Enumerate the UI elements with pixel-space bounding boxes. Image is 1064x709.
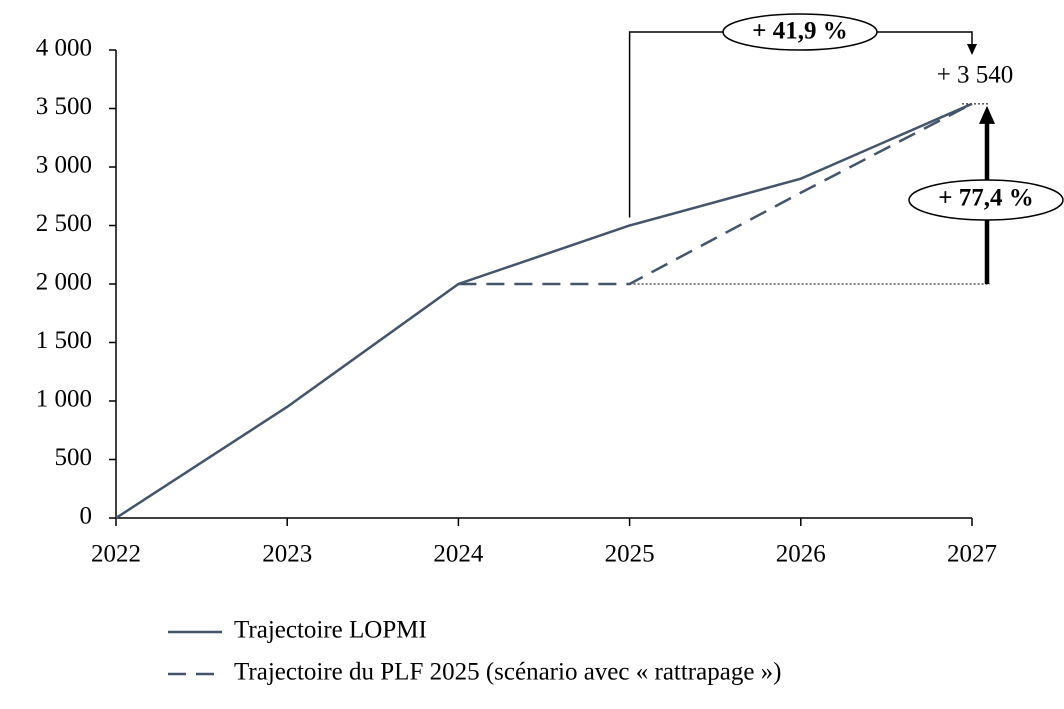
series-line [458, 102, 973, 286]
annotation: + 3 540 [937, 62, 1014, 89]
annotation: + 41,9 % [752, 18, 848, 45]
x-tick-label: 2027 [947, 541, 997, 568]
y-tick-label: 3 000 [36, 152, 92, 179]
y-tick-label: 1 000 [36, 386, 92, 413]
legend-label: Trajectoire LOPMI [234, 617, 427, 644]
y-tick-label: 2 500 [36, 210, 92, 237]
series-line [115, 102, 973, 520]
arrow-head [967, 44, 977, 55]
x-tick-label: 2022 [91, 541, 141, 568]
y-tick-label: 2 000 [36, 269, 92, 296]
y-tick-label: 4 000 [36, 35, 92, 62]
x-tick-label: 2026 [776, 541, 826, 568]
arrow-head [979, 105, 995, 124]
y-tick-label: 3 500 [36, 93, 92, 120]
y-tick-label: 500 [55, 444, 93, 471]
annotation-bubble [908, 179, 1064, 221]
annotation: + 77,4 % [938, 185, 1034, 212]
legend-label: Trajectoire du PLF 2025 (scénario avec «… [234, 659, 782, 686]
x-tick-label: 2023 [262, 541, 312, 568]
y-tick-label: 1 500 [36, 327, 92, 354]
annotation-bubble [722, 13, 878, 51]
x-tick-label: 2025 [605, 541, 655, 568]
y-tick-label: 0 [80, 503, 93, 530]
x-tick-label: 2024 [433, 541, 484, 568]
